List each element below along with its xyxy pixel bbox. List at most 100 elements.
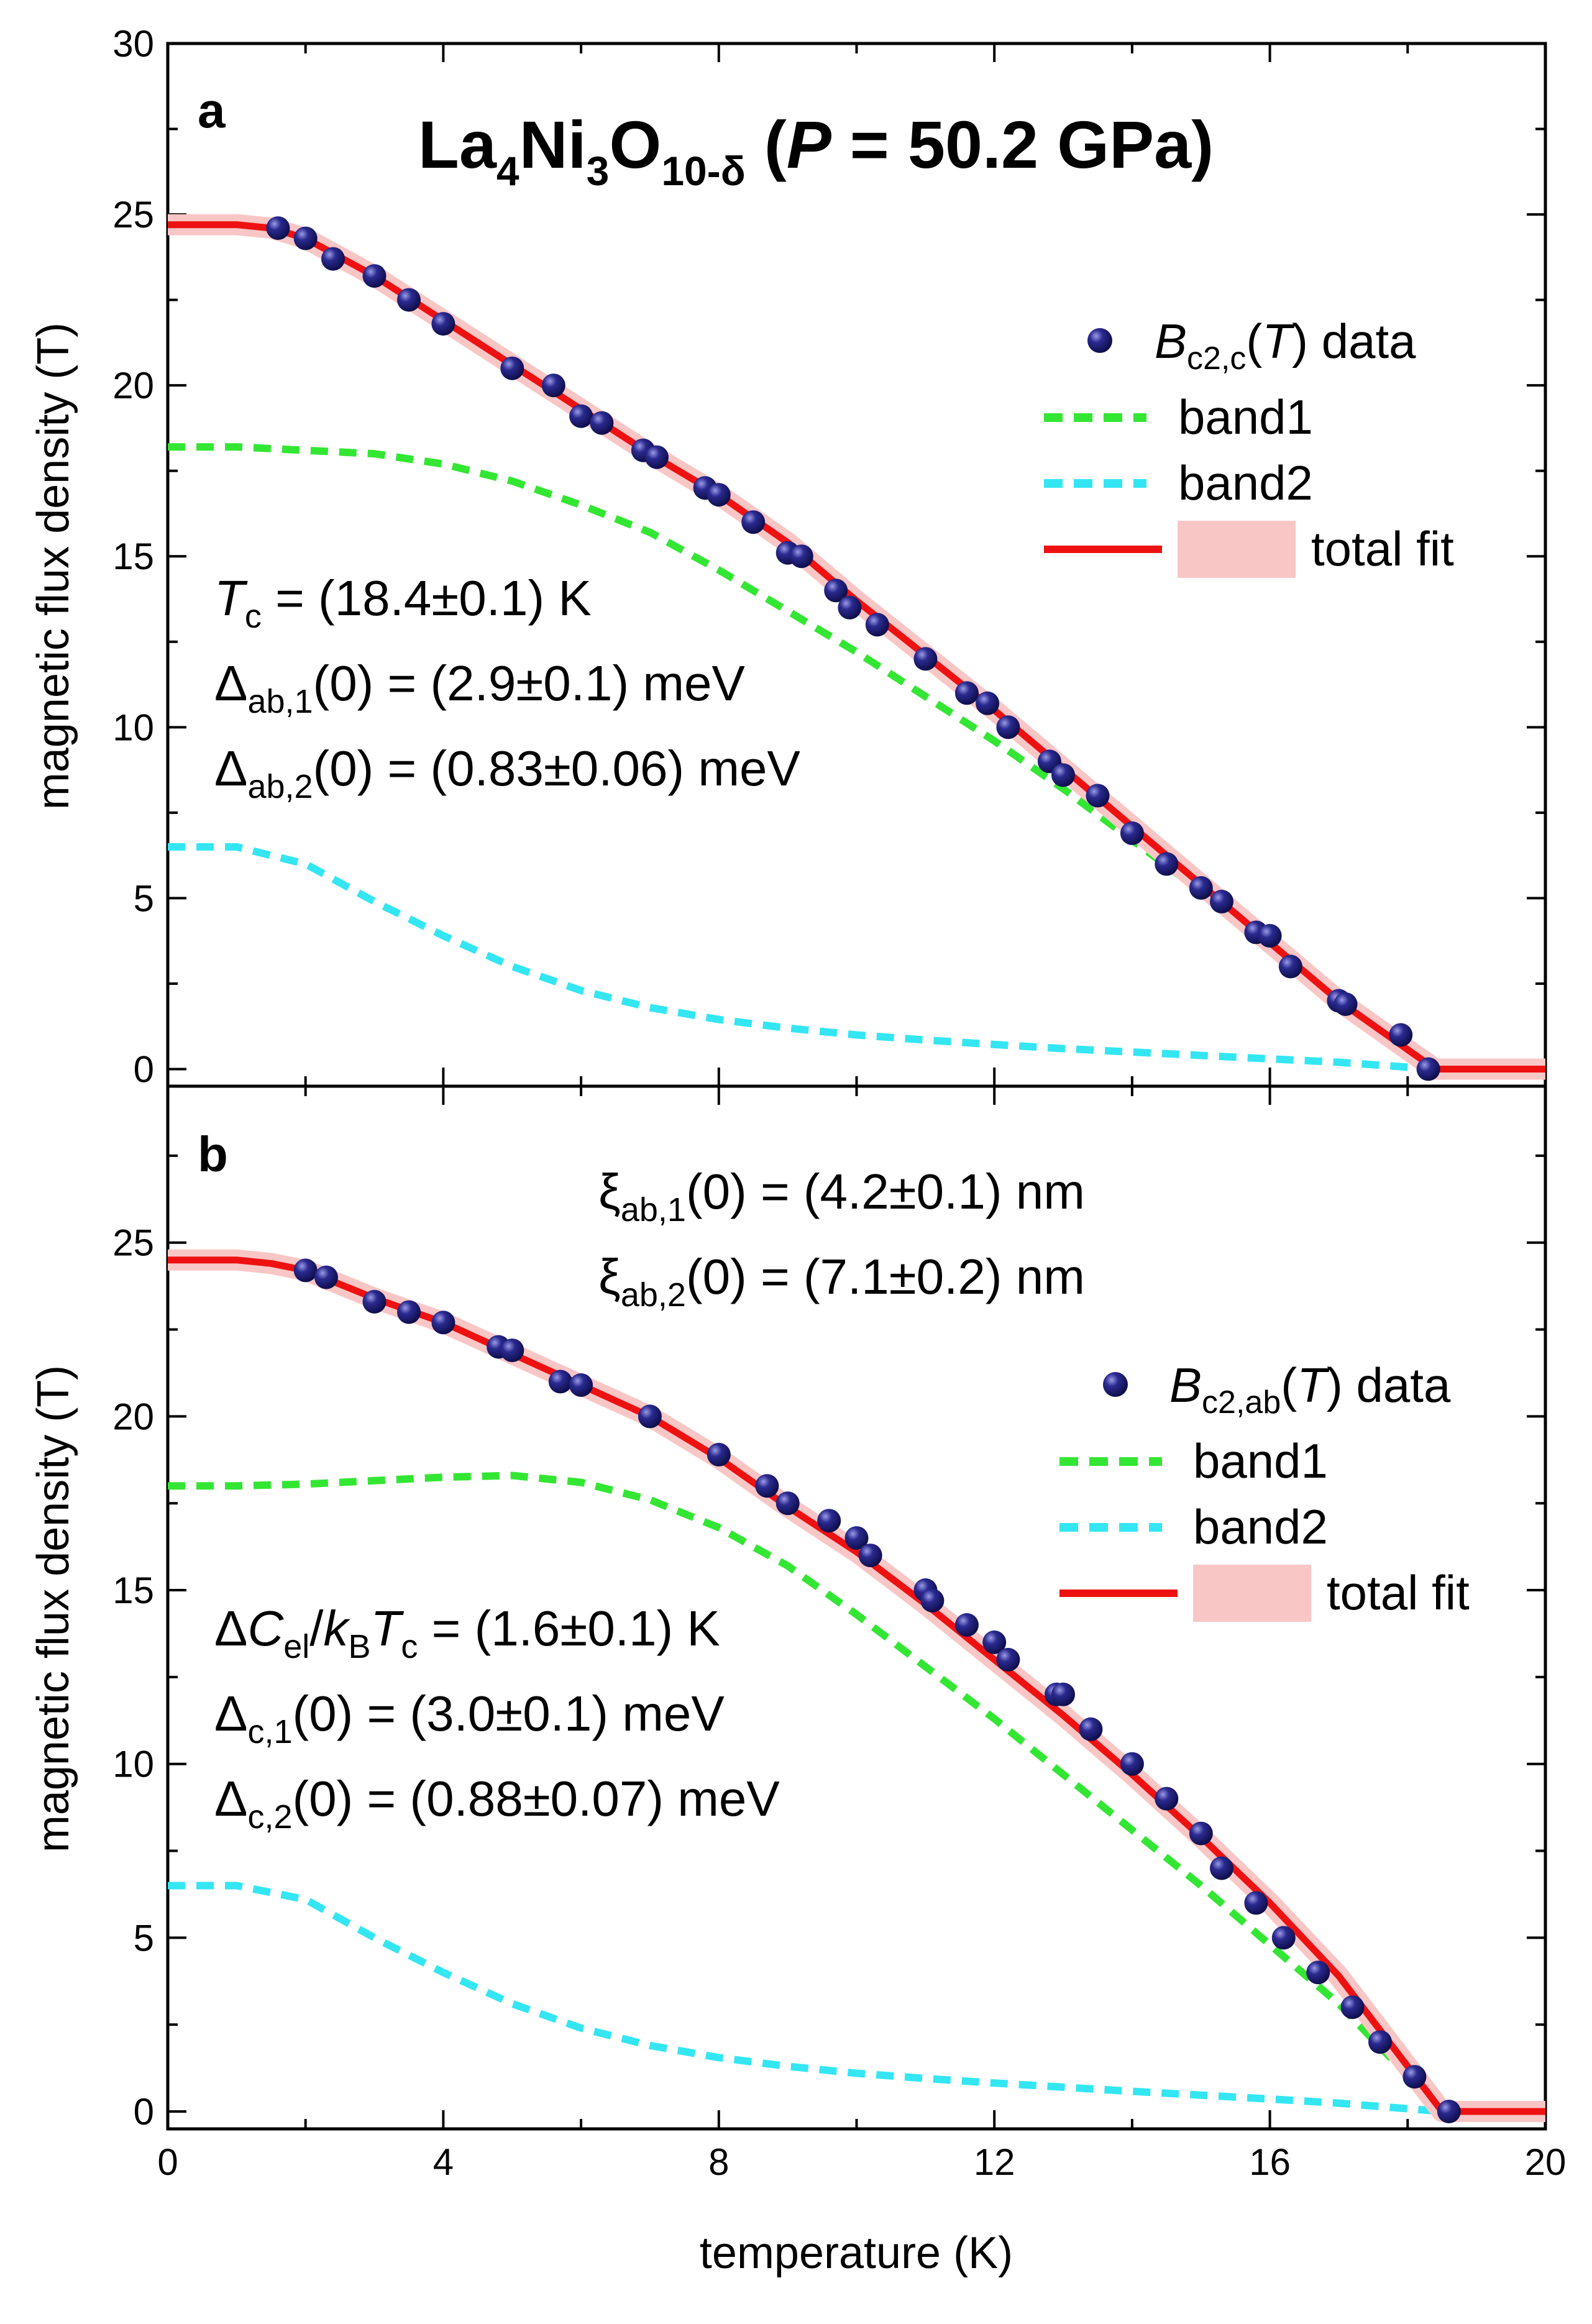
y-tick-label: 5	[134, 1917, 154, 1959]
y-tick-label: 0	[134, 2091, 154, 2133]
panel-a: 0 5 10 15 20 25 30 a La4Ni3O10-δ (P = 50.2 GPa…	[29, 23, 1547, 1090]
panel-b-xi1-note: ξab,1(0) = (4.2±0.1) nm	[598, 1164, 1085, 1228]
panel-b-label: b	[198, 1127, 228, 1182]
b-data-point	[569, 1373, 593, 1397]
b-band1-curve	[168, 1471, 1445, 2115]
a-data-point	[1155, 852, 1179, 876]
figure-title: La4Ni3O10-δ (P = 50.2 GPa)	[418, 107, 1214, 194]
panel-a-label: a	[198, 83, 226, 138]
a-data-point	[1334, 992, 1358, 1016]
b-data-point	[996, 1647, 1020, 1672]
x-tick-label: 16	[1249, 2141, 1291, 2183]
b-data-point	[817, 1509, 841, 1533]
a-data-point	[954, 681, 979, 705]
a-data-point	[500, 356, 524, 380]
b-band2-curve	[168, 1882, 1443, 2115]
a-data-point	[1258, 923, 1282, 948]
y-tick-label: 30	[112, 23, 154, 65]
y-tick-label: 15	[112, 536, 154, 577]
b-data-point	[362, 1289, 387, 1314]
a-data-point	[1416, 1057, 1440, 1081]
a-data-point	[741, 510, 766, 534]
a-data-point	[1189, 876, 1213, 900]
b-data-point	[638, 1404, 662, 1429]
a-band2-curve	[168, 843, 1436, 1073]
a-data-point	[293, 226, 318, 250]
legend-a-fit-label: total fit	[1311, 521, 1454, 576]
a-data-point	[645, 445, 669, 469]
b-data-point	[1271, 1926, 1296, 1950]
b-data-point	[982, 1630, 1007, 1654]
b-data-point	[858, 1544, 882, 1568]
a-data-point	[1086, 784, 1110, 808]
a-data-point	[1389, 1023, 1413, 1047]
legend-a-band1-label: band1	[1178, 390, 1313, 444]
legend-a-data-label: Bc2,c(T) data	[1155, 314, 1416, 377]
a-data-point	[1278, 954, 1302, 979]
y-tick-label: 20	[112, 365, 154, 406]
x-tick-label: 0	[157, 2141, 178, 2183]
a-data-point	[996, 715, 1020, 739]
legend-a-band2-label: band2	[1178, 455, 1313, 510]
x-tick-label: 20	[1525, 2141, 1567, 2183]
b-data-point	[920, 1588, 945, 1613]
panel-b-gap1-note: Δc,1(0) = (3.0±0.1) meV	[214, 1686, 725, 1750]
b-data-point	[775, 1491, 800, 1516]
y-tick-label: 5	[134, 877, 154, 919]
a-data-point	[541, 373, 565, 398]
b-data-point	[954, 1613, 979, 1637]
panel-b-ticks: 0 5 10 15 20 25	[112, 1086, 1547, 2133]
panel-a-y-axis-label: magnetic flux density (T)	[29, 323, 78, 810]
a-data-point	[976, 691, 1000, 715]
legend-b-band1-label: band1	[1193, 1434, 1328, 1488]
x-tick-label: 8	[708, 2141, 729, 2183]
a-data-point	[865, 613, 889, 637]
y-tick-label: 0	[134, 1048, 154, 1090]
b-data-point	[548, 1370, 572, 1394]
a-data-point	[789, 544, 813, 569]
b-data-point	[707, 1442, 731, 1466]
panel-a-gap1-note: Δab,1(0) = (2.9±0.1) meV	[214, 656, 745, 720]
b-data-point	[1368, 2030, 1392, 2054]
b-data-point	[1189, 1821, 1213, 1846]
b-data-point	[397, 1300, 421, 1324]
a-data-point	[1210, 889, 1233, 913]
y-tick-label: 20	[112, 1396, 154, 1437]
b-data-point	[1244, 1891, 1268, 1915]
b-data-point	[293, 1258, 318, 1283]
legend-b-data-marker	[1103, 1372, 1128, 1397]
panel-a-tc-note: Tc = (18.4±0.1) K	[214, 570, 592, 635]
panel-a-legend: Bc2,c(T) data band1 band2 total fit	[1044, 314, 1454, 578]
b-data-point	[755, 1474, 779, 1498]
panel-b-xi2-note: ξab,2(0) = (7.1±0.2) nm	[598, 1249, 1085, 1314]
panel-b-gap2-note: Δc,2(0) = (0.88±0.07) meV	[214, 1771, 780, 1836]
y-tick-label: 15	[112, 1570, 154, 1611]
b-data-point	[1306, 1960, 1330, 1985]
panel-b-heat-capacity-note: ΔCel/kBTc = (1.6±0.1) K	[214, 1601, 720, 1665]
legend-b-band2-label: band2	[1193, 1499, 1328, 1554]
a-data-point	[266, 216, 290, 240]
x-tick-label: 12	[974, 2141, 1015, 2183]
b-data-point	[1051, 1682, 1075, 1706]
legend-b-fit-band-swatch	[1193, 1565, 1311, 1622]
a-data-point	[913, 647, 938, 671]
a-data-point	[569, 404, 593, 428]
y-tick-label: 10	[112, 707, 154, 748]
a-data-point	[362, 264, 387, 288]
x-axis-label: temperature (K)	[700, 2228, 1013, 2278]
a-data-point	[431, 312, 455, 336]
legend-b-fit-label: total fit	[1327, 1565, 1470, 1620]
a-data-point	[707, 483, 731, 507]
a-data-point	[590, 411, 614, 435]
legend-a-fit-band-swatch	[1178, 521, 1296, 578]
b-data-point	[1340, 1995, 1365, 2020]
panel-a-ticks: 0 5 10 15 20 25 30	[112, 23, 1547, 1090]
panel-a-gap2-note: Δab,2(0) = (0.83±0.06) meV	[214, 741, 800, 805]
b-data-point	[1402, 2065, 1427, 2089]
panel-b: 0 5 10 15 20 25 b ξab,1(0) = (4.2±0.1) nm ξab…	[29, 1084, 1547, 2133]
b-data-point	[431, 1311, 455, 1335]
b-data-point	[1120, 1752, 1144, 1776]
panel-b-y-axis-label: magnetic flux density (T)	[29, 1365, 78, 1852]
b-data-point	[1079, 1717, 1103, 1741]
